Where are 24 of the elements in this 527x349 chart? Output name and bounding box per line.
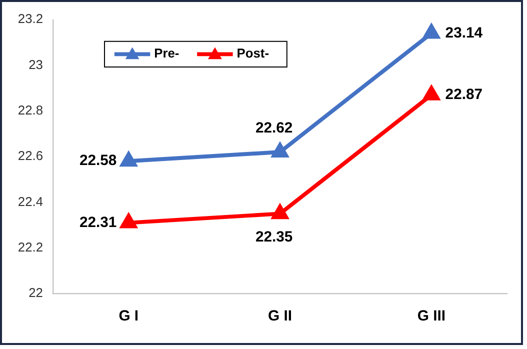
point xyxy=(272,143,288,158)
point xyxy=(423,86,440,100)
point xyxy=(120,214,137,228)
y-tick-label: 23 xyxy=(28,56,43,72)
y-tick-label: 22.8 xyxy=(18,102,43,118)
data-label: 22.62 xyxy=(255,120,293,136)
x-tick-label: G III xyxy=(417,308,446,324)
legend-label: Pre- xyxy=(154,46,180,61)
y-tick-label: 23.2 xyxy=(18,11,43,26)
data-label: 23.14 xyxy=(445,25,484,42)
x-tick-label: G II xyxy=(268,308,292,324)
data-label: 22.87 xyxy=(445,87,483,104)
y-tick-label: 22.6 xyxy=(18,148,43,164)
data-label: 22.58 xyxy=(79,153,117,170)
data-label: 22.35 xyxy=(255,230,293,246)
y-tick-label: 22.2 xyxy=(18,239,43,254)
data-label: 22.31 xyxy=(79,214,117,231)
point xyxy=(120,152,137,167)
y-tick-label: 22 xyxy=(28,285,43,300)
y-tick-label: 22.4 xyxy=(18,194,43,209)
point xyxy=(423,24,440,39)
legend-label: Post- xyxy=(236,46,269,61)
x-tick-label: G I xyxy=(118,308,139,324)
point xyxy=(272,204,288,220)
